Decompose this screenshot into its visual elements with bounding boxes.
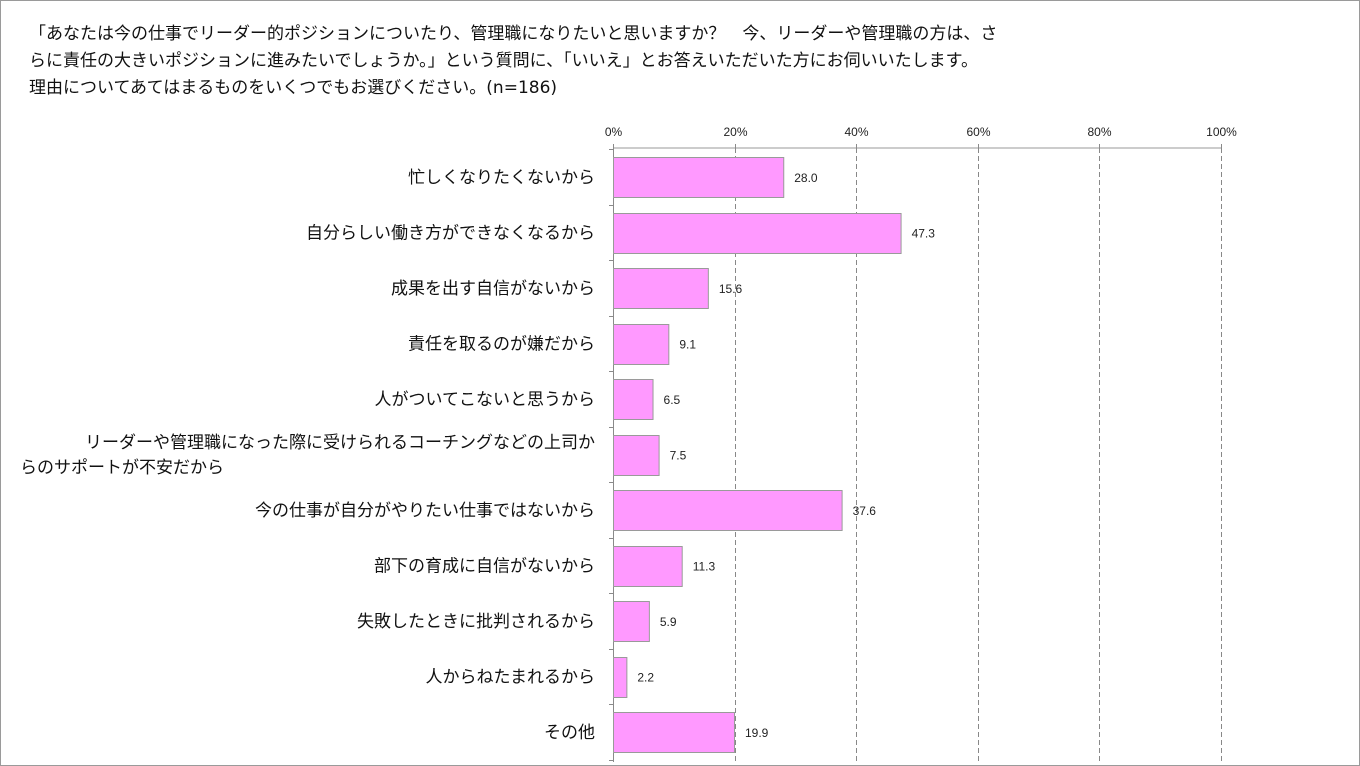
bar xyxy=(613,324,670,365)
bar xyxy=(613,268,709,309)
bar xyxy=(613,435,660,476)
tick-label: 0% xyxy=(605,125,623,139)
tick-label: 40% xyxy=(844,125,868,139)
category-label: 自分らしい働き方ができなくなるから xyxy=(306,224,595,244)
bar xyxy=(613,490,843,531)
bars: 28.0 47.3 15.6 9.1 6.5 7.5 37.6 11.3 5.9 2.2 19.9 xyxy=(613,157,936,753)
bar xyxy=(613,157,785,198)
category-label: 今の仕事が自分がやりたい仕事ではないから xyxy=(255,501,595,521)
value-label: 15.6 xyxy=(719,282,743,296)
value-label: 2.2 xyxy=(637,671,654,685)
category-label: 人がついてこないと思うから xyxy=(375,390,596,410)
value-label: 5.9 xyxy=(660,615,677,629)
category-label: その他 xyxy=(544,723,595,743)
category-labels: 忙しくなりたくないから自分らしい働き方ができなくなるから成果を出す自信がないから… xyxy=(20,168,595,743)
category-label: 失敗したときに批判されるから xyxy=(357,612,595,632)
value-label: 7.5 xyxy=(670,449,687,463)
bar xyxy=(613,712,735,753)
question-text: 「あなたは今の仕事でリーダー的ポジションについたり、管理職になりたいと思いますか… xyxy=(29,24,998,98)
bar xyxy=(613,213,902,254)
value-label: 47.3 xyxy=(912,227,936,241)
value-label: 19.9 xyxy=(745,726,769,740)
tick-label: 100% xyxy=(1206,125,1237,139)
x-axis-ticks: 0% 20% 40% 60% 80% 100% xyxy=(605,125,1237,139)
category-label: 人からねたまれるから xyxy=(426,668,596,688)
bar xyxy=(613,546,683,587)
value-label: 9.1 xyxy=(679,338,696,352)
bar xyxy=(613,379,654,420)
category-label: らのサポートが不安だから xyxy=(20,458,224,478)
category-label: 責任を取るのが嫌だから xyxy=(408,335,595,355)
category-label: 成果を出す自信がないから xyxy=(391,279,595,299)
category-label: 部下の育成に自信がないから xyxy=(374,557,595,577)
category-label: 忙しくなりたくないから xyxy=(408,168,595,188)
bar xyxy=(613,601,650,642)
bar xyxy=(613,657,628,698)
value-label: 11.3 xyxy=(693,560,716,574)
value-label: 6.5 xyxy=(664,393,681,407)
category-label: リーダーや管理職になった際に受けられるコーチングなどの上司か xyxy=(85,433,595,453)
tick-label: 80% xyxy=(1087,125,1111,139)
tick-label: 60% xyxy=(966,125,990,139)
value-label: 28.0 xyxy=(794,171,818,185)
tick-label: 20% xyxy=(723,125,747,139)
value-label: 37.6 xyxy=(853,504,877,518)
